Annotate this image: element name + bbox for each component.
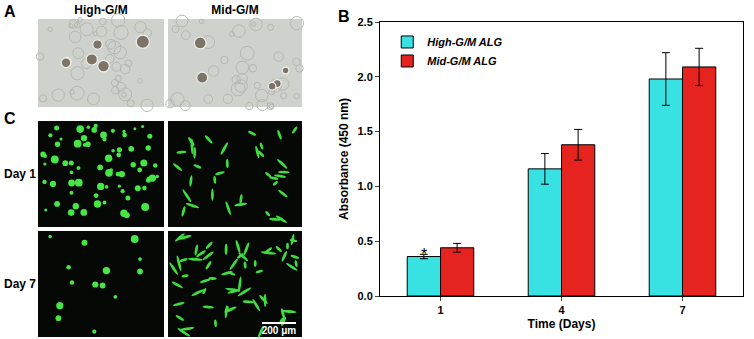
svg-text:1: 1: [437, 304, 443, 316]
svg-text:Day 7: Day 7: [4, 277, 36, 291]
svg-text:*: *: [421, 246, 427, 263]
svg-text:C: C: [4, 110, 16, 127]
svg-text:Mid-G/M ALG: Mid-G/M ALG: [427, 55, 497, 67]
svg-text:2.5: 2.5: [358, 16, 373, 28]
svg-text:A: A: [4, 3, 16, 20]
svg-text:Day 1: Day 1: [4, 167, 36, 181]
svg-text:1.0: 1.0: [358, 180, 373, 192]
svg-text:7: 7: [679, 304, 685, 316]
svg-text:2.0: 2.0: [358, 71, 373, 83]
svg-text:B: B: [338, 8, 350, 25]
svg-text:Time (Days): Time (Days): [528, 317, 596, 331]
svg-text:4: 4: [558, 304, 565, 316]
svg-text:0.5: 0.5: [358, 235, 373, 247]
svg-text:Absorbance (450 nm): Absorbance (450 nm): [337, 98, 351, 220]
svg-text:1.5: 1.5: [358, 125, 373, 137]
svg-text:High-G/M: High-G/M: [74, 3, 127, 17]
svg-text:200 μm: 200 μm: [262, 325, 297, 336]
svg-text:0.0: 0.0: [358, 290, 373, 302]
svg-text:Mid-G/M: Mid-G/M: [211, 3, 258, 17]
svg-text:High-G/M ALG: High-G/M ALG: [427, 36, 502, 48]
